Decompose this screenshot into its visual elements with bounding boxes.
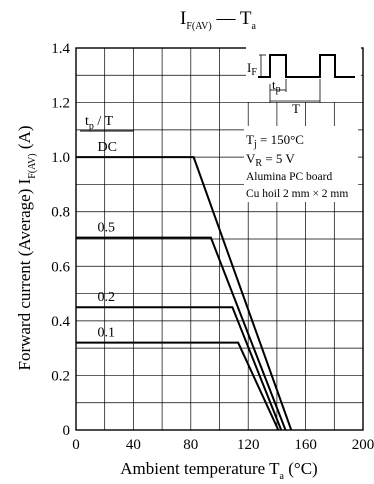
x-tick-label: 80 [183,437,198,453]
series-label: 0.2 [98,290,116,305]
y-axis-ticks: 0 0.2 0.4 0.6 0.8 1.0 1.2 1.4 [51,41,70,439]
plot-grid [76,48,363,430]
y-tick-label: 1.2 [51,96,70,112]
x-axis-ticks: 0 40 80 120 160 200 [72,437,374,453]
y-axis-label: Forward current (Average) IF(AV) (A) [15,125,38,370]
pulse-waveform-inset: IF tp T [246,44,361,116]
param-header: tp / T [85,114,114,132]
y-tick-label: 0.8 [51,205,70,221]
series-line [76,236,287,431]
y-tick-label: 0.6 [51,259,70,275]
series-label: 0.1 [98,326,116,341]
y-tick-label: 1.4 [51,41,70,57]
x-tick-label: 40 [126,437,141,453]
if-label: IF [247,60,257,78]
pulse-waveform-line [258,54,355,78]
x-tick-label: 120 [237,437,260,453]
tp-label: tp [272,77,281,95]
series-line [76,341,280,431]
series-label: 0.5 [98,221,116,236]
x-tick-label: 0 [72,437,80,453]
series-line [76,306,283,431]
vr-condition: VR = 5 V [246,151,295,169]
y-tick-label: 0 [63,423,71,439]
series-group: DC 0.5 0.2 0.1 [76,140,293,431]
y-tick-label: 0.4 [51,314,70,330]
conditions-note: Tj = 150°C VR = 5 V Alumina PC board Cu … [244,126,358,202]
series-line [76,156,293,431]
y-tick-label: 1.0 [51,150,70,166]
series-label: DC [98,140,117,155]
period-label: T [292,101,300,116]
x-tick-label: 160 [294,437,317,453]
plot-frame [75,47,364,431]
board-condition: Alumina PC board [246,171,332,183]
chart-title: IF(AV) — Ta [180,8,257,32]
y-tick-label: 0.2 [51,368,70,384]
x-tick-label: 200 [352,437,374,453]
foil-condition: Cu hoil 2 mm × 2 mm [246,188,348,200]
tj-condition: Tj = 150°C [246,132,304,150]
x-axis-label: Ambient temperature Ta (°C) [120,459,317,482]
